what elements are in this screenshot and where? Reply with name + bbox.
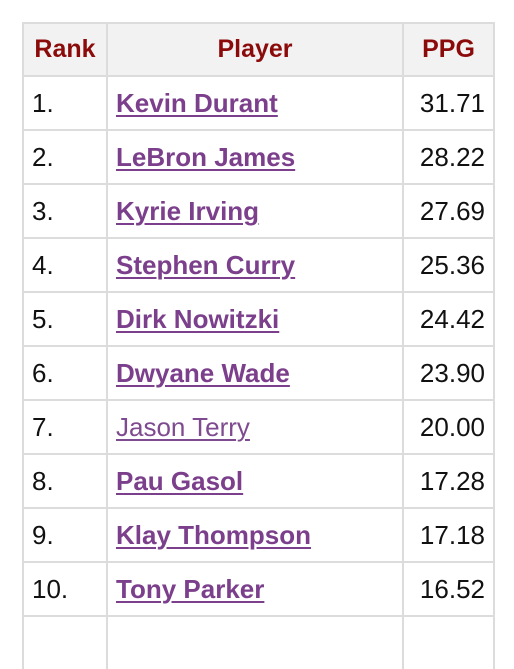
scoring-leaders-table: Rank Player PPG 1. Kevin Durant 31.71 2. LeB… bbox=[22, 22, 495, 669]
player-cell: LeBron James bbox=[106, 129, 404, 185]
rank-cell: 8. bbox=[22, 453, 108, 509]
player-cell: Dirk Nowitzki bbox=[106, 291, 404, 347]
table-body: 1. Kevin Durant 31.71 2. LeBron James 28.22 3.… bbox=[22, 75, 495, 669]
ppg-cell: 17.18 bbox=[402, 507, 495, 563]
rank-cell: 2. bbox=[22, 129, 108, 185]
player-cell: Dwyane Wade bbox=[106, 345, 404, 401]
player-column-header[interactable]: Player bbox=[106, 22, 404, 77]
table-row: 1. Kevin Durant 31.71 bbox=[22, 75, 495, 131]
empty-cell bbox=[106, 615, 404, 669]
player-link[interactable]: Pau Gasol bbox=[116, 465, 244, 496]
rank-cell: 9. bbox=[22, 507, 108, 563]
empty-cell bbox=[22, 615, 108, 669]
table-row: 5. Dirk Nowitzki 24.42 bbox=[22, 291, 495, 347]
ppg-cell: 27.69 bbox=[402, 183, 495, 239]
table-row: 10. Tony Parker 16.52 bbox=[22, 561, 495, 617]
rank-cell: 5. bbox=[22, 291, 108, 347]
ppg-column-header[interactable]: PPG bbox=[402, 22, 495, 77]
ppg-cell: 17.28 bbox=[402, 453, 495, 509]
rank-cell: 6. bbox=[22, 345, 108, 401]
player-link[interactable]: Tony Parker bbox=[116, 573, 265, 604]
rank-cell: 4. bbox=[22, 237, 108, 293]
table-row-partial bbox=[22, 615, 495, 669]
player-link[interactable]: LeBron James bbox=[116, 141, 296, 172]
ppg-cell: 31.71 bbox=[402, 75, 495, 131]
table-row: 8. Pau Gasol 17.28 bbox=[22, 453, 495, 509]
rank-cell: 10. bbox=[22, 561, 108, 617]
player-cell: Jason Terry bbox=[106, 399, 404, 455]
ppg-cell: 23.90 bbox=[402, 345, 495, 401]
table-row: 6. Dwyane Wade 23.90 bbox=[22, 345, 495, 401]
empty-cell bbox=[402, 615, 495, 669]
player-cell: Kyrie Irving bbox=[106, 183, 404, 239]
player-cell: Klay Thompson bbox=[106, 507, 404, 563]
table-header: Rank Player PPG bbox=[22, 22, 495, 77]
player-link[interactable]: Kyrie Irving bbox=[116, 195, 260, 226]
ppg-cell: 24.42 bbox=[402, 291, 495, 347]
player-link[interactable]: Kevin Durant bbox=[116, 87, 278, 118]
table-row: 7. Jason Terry 20.00 bbox=[22, 399, 495, 455]
ppg-cell: 25.36 bbox=[402, 237, 495, 293]
rank-cell: 3. bbox=[22, 183, 108, 239]
ppg-cell: 20.00 bbox=[402, 399, 495, 455]
rank-cell: 7. bbox=[22, 399, 108, 455]
ppg-cell: 16.52 bbox=[402, 561, 495, 617]
player-link[interactable]: Jason Terry bbox=[116, 411, 250, 442]
table-row: 4. Stephen Curry 25.36 bbox=[22, 237, 495, 293]
table-row: 3. Kyrie Irving 27.69 bbox=[22, 183, 495, 239]
player-cell: Stephen Curry bbox=[106, 237, 404, 293]
player-cell: Tony Parker bbox=[106, 561, 404, 617]
player-link[interactable]: Stephen Curry bbox=[116, 249, 296, 280]
table-row: 9. Klay Thompson 17.18 bbox=[22, 507, 495, 563]
player-cell: Pau Gasol bbox=[106, 453, 404, 509]
player-link[interactable]: Dirk Nowitzki bbox=[116, 303, 280, 334]
header-row: Rank Player PPG bbox=[22, 22, 495, 77]
rank-column-header[interactable]: Rank bbox=[22, 22, 108, 77]
rank-cell: 1. bbox=[22, 75, 108, 131]
player-link[interactable]: Klay Thompson bbox=[116, 519, 312, 550]
ppg-cell: 28.22 bbox=[402, 129, 495, 185]
table-row: 2. LeBron James 28.22 bbox=[22, 129, 495, 185]
player-cell: Kevin Durant bbox=[106, 75, 404, 131]
player-link[interactable]: Dwyane Wade bbox=[116, 357, 290, 388]
